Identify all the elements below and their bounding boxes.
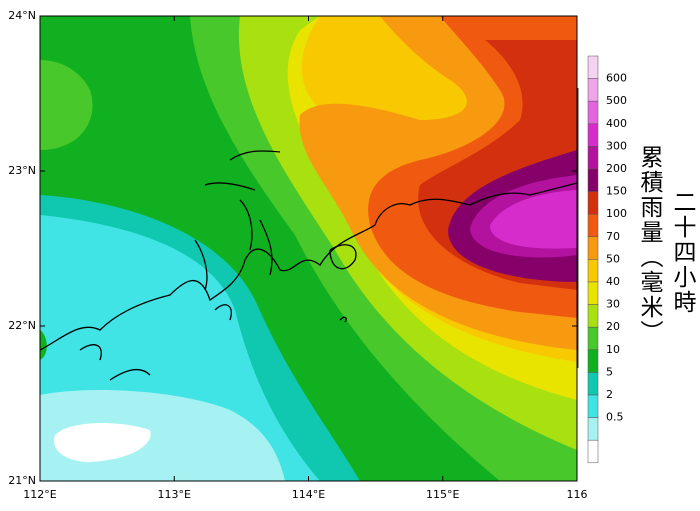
title-line: 累積雨量（毫米） xyxy=(636,145,662,345)
colorbar-label: 600 xyxy=(606,72,627,85)
colorbar-label: 300 xyxy=(606,139,627,152)
colorbar-box xyxy=(587,123,599,147)
colorbar-box xyxy=(587,304,599,328)
colorbar-label: 20 xyxy=(606,320,620,333)
colorbar-box xyxy=(587,78,599,102)
colorbar-box xyxy=(587,326,599,351)
colorbar-box xyxy=(587,417,599,441)
colorbar-box xyxy=(587,349,599,373)
lat-label: 22°N xyxy=(8,319,36,332)
colorbar-label: 200 xyxy=(606,162,627,175)
lon-label: 115°E xyxy=(426,488,459,501)
colorbar-box xyxy=(587,146,599,170)
colorbar-label: 2 xyxy=(606,388,613,401)
colorbar-box xyxy=(587,100,599,125)
colorbar-label: 100 xyxy=(606,207,627,220)
colorbar-box xyxy=(587,259,599,283)
colorbar-label: 40 xyxy=(606,275,620,288)
rain-field xyxy=(40,16,577,481)
lat-label: 23°N xyxy=(8,164,36,177)
lon-label: 116 xyxy=(567,488,588,501)
colorbar-box xyxy=(587,372,599,396)
lon-label: 112°E xyxy=(23,488,56,501)
colorbar-label: 5 xyxy=(606,365,613,378)
title-line: 二十四小時 xyxy=(669,190,695,315)
lon-label: 114°E xyxy=(292,488,325,501)
lat-label: 24°N xyxy=(8,9,36,22)
coastline xyxy=(40,150,577,381)
colorbar-box xyxy=(587,394,599,418)
colorbar-label: 10 xyxy=(606,343,620,356)
colorbar-box xyxy=(587,55,599,79)
colorbar-box xyxy=(587,281,599,305)
colorbar-box xyxy=(587,213,599,238)
colorbar-label: 150 xyxy=(606,185,627,198)
colorbar-label: 500 xyxy=(606,94,627,107)
lon-label: 113°E xyxy=(158,488,191,501)
colorbar-label: 0.5 xyxy=(606,411,624,424)
colorbar-label: 30 xyxy=(606,298,620,311)
colorbar-label: 70 xyxy=(606,230,620,243)
colorbar-box xyxy=(587,236,599,260)
colorbar-box xyxy=(587,168,599,192)
colorbar-box xyxy=(587,439,599,464)
lat-label: 21°N xyxy=(8,474,36,487)
colorbar-label: 400 xyxy=(606,117,627,130)
colorbar-label: 50 xyxy=(606,252,620,265)
colorbar-box xyxy=(587,191,599,215)
